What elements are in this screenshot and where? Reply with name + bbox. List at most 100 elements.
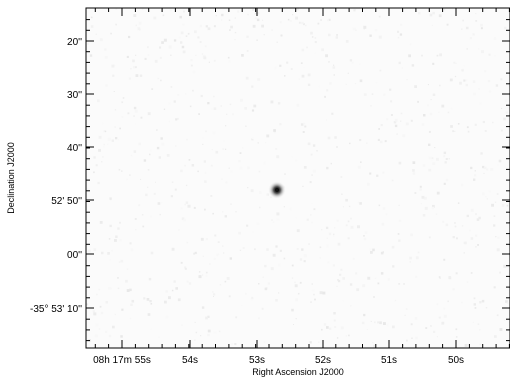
noise-speckle (111, 64, 115, 68)
noise-speckle (253, 104, 257, 108)
noise-speckle (338, 343, 340, 346)
noise-speckle (161, 142, 165, 146)
noise-speckle (364, 231, 368, 234)
noise-speckle (283, 206, 285, 208)
noise-speckle (409, 261, 411, 263)
noise-speckle (102, 156, 104, 158)
noise-speckle (251, 138, 254, 141)
noise-speckle (355, 29, 357, 31)
noise-speckle (326, 237, 328, 239)
noise-speckle (422, 214, 426, 217)
noise-speckle (181, 217, 185, 221)
noise-speckle (278, 263, 281, 267)
noise-speckle (295, 159, 298, 162)
noise-speckle (369, 34, 372, 37)
noise-speckle (114, 126, 116, 128)
noise-speckle (430, 325, 432, 327)
noise-speckle (128, 77, 131, 80)
noise-speckle (147, 186, 149, 188)
noise-speckle (312, 169, 316, 173)
noise-speckle (218, 330, 221, 333)
noise-speckle (98, 148, 101, 152)
noise-speckle (466, 214, 469, 218)
noise-speckle (501, 204, 505, 207)
noise-speckle (226, 113, 228, 115)
noise-speckle (345, 83, 347, 85)
noise-speckle (396, 133, 398, 135)
noise-speckle (411, 337, 413, 339)
noise-speckle (470, 166, 473, 170)
plot-frame (85, 7, 510, 349)
noise-speckle (177, 94, 180, 96)
noise-speckle (494, 55, 496, 57)
noise-speckle (334, 136, 337, 139)
noise-speckle (339, 273, 342, 276)
noise-speckle (308, 243, 310, 245)
noise-speckle (197, 36, 200, 39)
noise-speckle (125, 279, 128, 283)
noise-speckle (500, 129, 503, 132)
noise-speckle (312, 144, 316, 147)
noise-speckle (408, 54, 411, 58)
noise-speckle (505, 111, 508, 114)
noise-speckle (129, 242, 132, 245)
noise-speckle (115, 235, 118, 238)
noise-speckle (258, 317, 260, 320)
noise-speckle (483, 172, 485, 174)
noise-speckle (499, 271, 501, 274)
noise-speckle (453, 61, 456, 64)
noise-speckle (431, 157, 434, 160)
noise-speckle (421, 54, 423, 57)
noise-speckle (321, 328, 323, 331)
noise-speckle (452, 288, 455, 291)
noise-speckle (329, 327, 332, 330)
noise-speckle (296, 103, 300, 107)
noise-speckle (159, 213, 161, 216)
noise-speckle (419, 188, 422, 191)
noise-speckle (299, 258, 303, 261)
noise-speckle (306, 46, 308, 49)
noise-speckle (359, 79, 363, 83)
noise-speckle (443, 182, 446, 185)
noise-speckle (479, 102, 482, 105)
noise-speckle (455, 328, 458, 331)
noise-speckle (224, 215, 227, 218)
noise-speckle (470, 237, 474, 240)
noise-speckle (126, 268, 129, 270)
noise-speckle (503, 264, 507, 268)
noise-speckle (204, 180, 207, 183)
noise-speckle (394, 124, 398, 128)
noise-speckle (198, 271, 201, 273)
noise-speckle (372, 248, 375, 252)
noise-speckle (417, 100, 419, 103)
x-tick-label: 54s (182, 355, 198, 366)
x-tick-label: 08h 17m 55s (93, 355, 151, 366)
noise-speckle (120, 259, 124, 263)
noise-speckle (353, 9, 356, 12)
noise-speckle (441, 321, 445, 325)
noise-speckle (323, 323, 327, 326)
noise-speckle (244, 107, 247, 110)
noise-speckle (350, 305, 352, 307)
noise-speckle (463, 241, 466, 245)
noise-speckle (503, 117, 506, 121)
noise-speckle (330, 162, 332, 165)
noise-speckle (417, 251, 420, 254)
noise-speckle (397, 36, 400, 39)
noise-speckle (202, 274, 204, 276)
noise-speckle (148, 277, 152, 281)
noise-speckle (303, 254, 307, 258)
noise-speckle (114, 239, 117, 242)
noise-speckle (350, 217, 352, 220)
noise-speckle (95, 33, 97, 35)
noise-speckle (461, 183, 464, 187)
noise-speckle (299, 281, 302, 284)
noise-speckle (462, 19, 464, 22)
noise-speckle (443, 155, 446, 158)
noise-speckle (254, 17, 257, 20)
noise-speckle (337, 242, 341, 246)
noise-speckle (304, 125, 307, 128)
noise-speckle (484, 70, 487, 73)
noise-speckle (463, 79, 466, 82)
noise-speckle (345, 40, 349, 43)
